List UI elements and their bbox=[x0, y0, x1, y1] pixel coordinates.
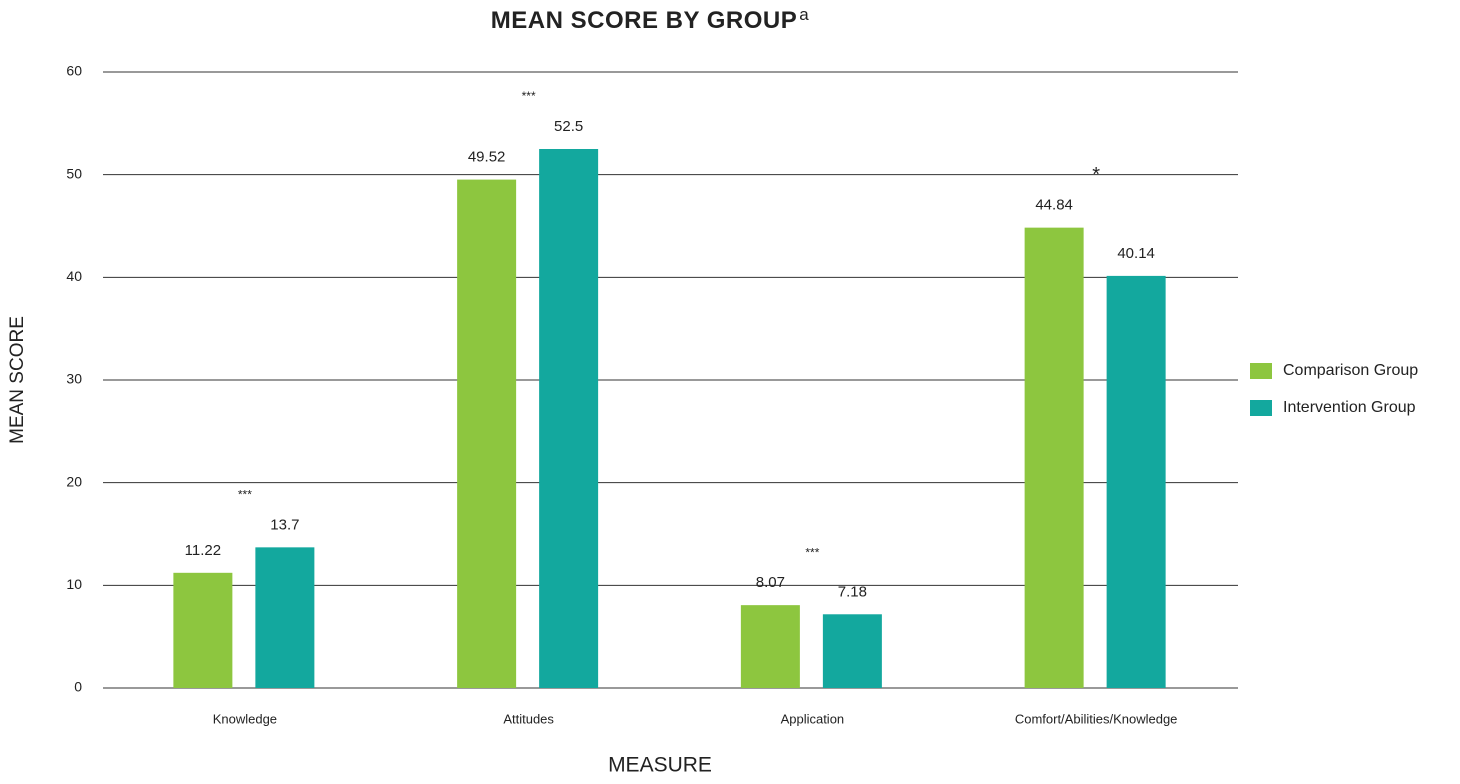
significance-label: *** bbox=[238, 488, 252, 502]
value-label: 52.5 bbox=[554, 118, 583, 135]
bar bbox=[173, 572, 233, 688]
bar bbox=[457, 179, 517, 688]
value-label: 7.18 bbox=[838, 583, 867, 600]
bar bbox=[822, 614, 882, 688]
title-superscript: a bbox=[799, 5, 809, 24]
x-tick-label: Application bbox=[781, 711, 845, 726]
title-text: MEAN SCORE BY GROUP bbox=[491, 7, 797, 34]
legend-label: Comparison Group bbox=[1283, 362, 1418, 379]
bar bbox=[539, 149, 599, 688]
bar bbox=[740, 605, 800, 688]
y-tick-label: 30 bbox=[66, 371, 82, 387]
value-label: 44.84 bbox=[1035, 197, 1073, 214]
x-tick-label: Attitudes bbox=[503, 711, 554, 726]
x-tick-label: Knowledge bbox=[213, 711, 277, 726]
y-tick-label: 10 bbox=[66, 576, 82, 592]
chart-title: MEAN SCORE BY GROUP a bbox=[491, 5, 809, 34]
y-tick-label: 20 bbox=[66, 473, 82, 489]
legend-label: Intervention Group bbox=[1283, 399, 1416, 416]
legend-swatch bbox=[1250, 363, 1272, 379]
significance-label: *** bbox=[522, 89, 536, 103]
y-tick-label: 50 bbox=[66, 165, 82, 181]
y-tick-label: 0 bbox=[74, 679, 82, 695]
bar bbox=[255, 547, 315, 688]
y-axis-label: MEAN SCORE bbox=[7, 316, 28, 444]
legend-swatch bbox=[1250, 400, 1272, 416]
value-label: 13.7 bbox=[270, 516, 299, 533]
x-axis-label: MEASURE bbox=[608, 754, 712, 777]
bar bbox=[1106, 275, 1166, 688]
y-tick-label: 60 bbox=[66, 63, 82, 79]
value-label: 8.07 bbox=[756, 574, 785, 591]
significance-label: * bbox=[1092, 164, 1100, 186]
value-label: 49.52 bbox=[468, 149, 506, 166]
x-tick-label: Comfort/Abilities/Knowledge bbox=[1015, 711, 1178, 726]
bar bbox=[1024, 227, 1084, 688]
y-tick-label: 40 bbox=[66, 268, 82, 284]
value-label: 11.22 bbox=[185, 542, 221, 559]
value-label: 40.14 bbox=[1117, 245, 1155, 262]
significance-label: *** bbox=[805, 545, 819, 559]
